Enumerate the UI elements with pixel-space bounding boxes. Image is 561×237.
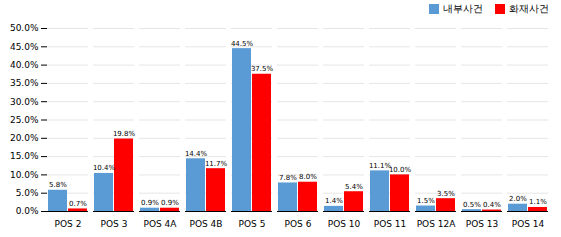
svg-text:POS 3: POS 3 [101,219,128,229]
svg-text:10.0%: 10.0% [389,166,412,174]
svg-text:5.0%: 5.0% [16,188,39,198]
svg-text:11.1%: 11.1% [368,161,392,170]
svg-text:25.0%: 25.0% [10,115,39,125]
svg-text:30.0%: 30.0% [10,97,39,107]
svg-text:1.4%: 1.4% [325,197,343,205]
svg-text:POS 14: POS 14 [512,219,545,229]
svg-text:3.5%: 3.5% [437,190,455,198]
svg-text:POS 2: POS 2 [55,219,82,229]
svg-text:8.0%: 8.0% [299,173,317,181]
svg-text:POS 11: POS 11 [374,219,407,229]
svg-text:5.4%: 5.4% [345,183,363,191]
svg-text:10.4%: 10.4% [93,164,116,172]
svg-text:19.8%: 19.8% [113,130,136,138]
svg-text:0.5%: 0.5% [463,201,481,209]
html-text:내부사건: 내부사건 [443,3,483,14]
svg-text:50.0%: 50.0% [10,23,39,33]
svg-text:1.5%: 1.5% [417,197,435,205]
svg-text:0.0%: 0.0% [16,206,39,216]
svg-text:44.5%: 44.5% [231,40,254,48]
svg-text:10.0%: 10.0% [10,170,39,180]
svg-text:0.9%: 0.9% [141,199,159,207]
svg-text:0.4%: 0.4% [483,201,501,209]
svg-text:POS 10: POS 10 [328,219,361,229]
svg-text:35.0%: 35.0% [10,78,39,88]
svg-text:0.9%: 0.9% [161,199,179,207]
svg-text:POS 13: POS 13 [466,219,499,229]
svg-text:POS 4A: POS 4A [144,219,178,229]
svg-text:POS 6: POS 6 [285,219,312,229]
svg-text:40.0%: 40.0% [10,60,39,70]
svg-text:14.4%: 14.4% [185,150,208,158]
svg-text:20.0%: 20.0% [10,133,39,143]
svg-text:7.8%: 7.8% [279,174,297,182]
svg-text:POS 4B: POS 4B [190,219,223,229]
html-text:화재사건: 화재사건 [509,3,549,14]
svg-text:15.0%: 15.0% [10,151,39,161]
svg-text:11.7%: 11.7% [205,160,228,168]
svg-text:POS 12A: POS 12A [417,219,457,229]
svg-text:5.8%: 5.8% [49,181,67,189]
svg-text:2.0%: 2.0% [509,195,527,203]
svg-text:0.7%: 0.7% [69,200,87,208]
svg-text:POS 5: POS 5 [239,219,266,229]
svg-text:45.0%: 45.0% [10,42,39,52]
svg-text:1.1%: 1.1% [529,198,547,206]
svg-text:37.5%: 37.5% [251,65,274,73]
